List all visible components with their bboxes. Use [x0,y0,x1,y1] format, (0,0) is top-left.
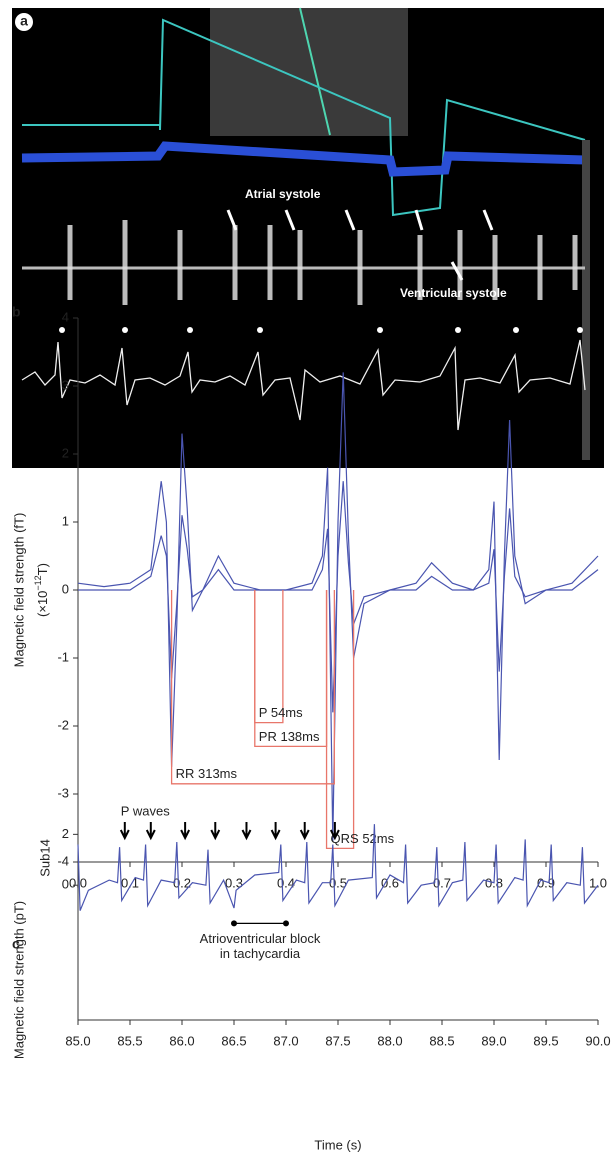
y-tick-label: 0 [62,877,69,892]
y-tick-label: -3 [57,785,69,800]
block-end [283,920,289,927]
series-label: Sub14 [37,839,52,877]
x-tick-label: 0.2 [173,875,191,890]
y-axis-label: Magnetic field strength (pT) [11,901,26,1059]
y-axis-unit: (×10−12T) [33,563,50,617]
p-wave-arrow [180,822,191,841]
echo-image [210,8,408,136]
y-tick-label: -4 [57,853,69,868]
annotation: Atrial systole [245,187,321,201]
x-tick-label: 0.3 [225,875,243,890]
panel-label: a [20,13,28,29]
block-label: in tachycardia [220,946,301,961]
scroll-bar [582,140,590,460]
interval-label: P 54ms [259,705,303,720]
x-tick-label: 1.0 [589,875,607,890]
y-tick-label: -1 [57,649,69,664]
arrows [226,209,494,281]
blue-trace [21,141,586,177]
y-tick-label: 2 [62,445,69,460]
series-line [77,372,599,842]
x-tick-label: 0.4 [277,875,295,890]
interval-label: PR 138ms [259,729,320,744]
series-line [78,481,599,713]
x-axis-label: Time (s) [314,1137,361,1152]
interval-label: QRS 52ms [331,831,395,846]
x-tick-label: 85.0 [65,1033,90,1048]
y-tick-label: 2 [62,826,69,841]
y-tick-label: 1 [62,513,69,528]
p-wave-arrow [145,822,156,841]
x-tick-label: 85.5 [117,1033,142,1048]
x-tick-label: 89.0 [481,1033,506,1048]
ecg-trace [21,339,586,431]
echo-cursor [299,7,331,136]
x-tick-label: 0.7 [433,875,451,890]
panel-label: c [12,936,20,952]
x-tick-label: 0.6 [381,875,399,890]
panel-label: b [12,304,21,320]
series-line [77,824,599,911]
x-tick-label: 86.5 [221,1033,246,1048]
cyan-trace [22,18,586,217]
p-wave-arrow [299,822,310,841]
interval-bracket [325,590,355,850]
interval-label: RR 313ms [176,766,238,781]
x-tick-label: 88.0 [377,1033,402,1048]
unit-exponent: −12 [33,575,43,590]
x-tick-label: 0.9 [537,875,555,890]
x-tick-label: 90.0 [585,1033,610,1048]
block-end [231,920,237,927]
doppler-signals [67,220,578,305]
beat-dots [59,327,583,333]
block-label: Atrioventricular block [200,931,321,946]
y-tick-label: 3 [62,377,69,392]
x-tick-label: 89.5 [533,1033,558,1048]
unit-prefix: (×10 [35,591,50,617]
p-wave-label: P waves [121,803,170,818]
p-wave-arrow [210,822,221,841]
p-wave-arrow [270,822,281,841]
x-tick-label: 88.5 [429,1033,454,1048]
y-tick-label: 4 [62,309,69,324]
interval-bracket [170,590,336,785]
y-tick-label: 0 [62,581,69,596]
annotation: Ventricular systole [400,286,507,300]
x-tick-label: 87.0 [273,1033,298,1048]
x-tick-label: 86.0 [169,1033,194,1048]
interval-bracket [254,590,284,724]
y-axis-label: Magnetic field strength (fT) [11,513,26,668]
p-wave-arrow [329,822,340,841]
panel-a: a Atrial systole Ventricular systole [12,7,604,468]
p-wave-arrow [241,822,252,841]
y-tick-label: -2 [57,717,69,732]
p-wave-arrow [119,822,130,841]
unit-suffix: T) [35,563,50,575]
panel-label-circle [15,13,33,31]
x-tick-label: 87.5 [325,1033,350,1048]
